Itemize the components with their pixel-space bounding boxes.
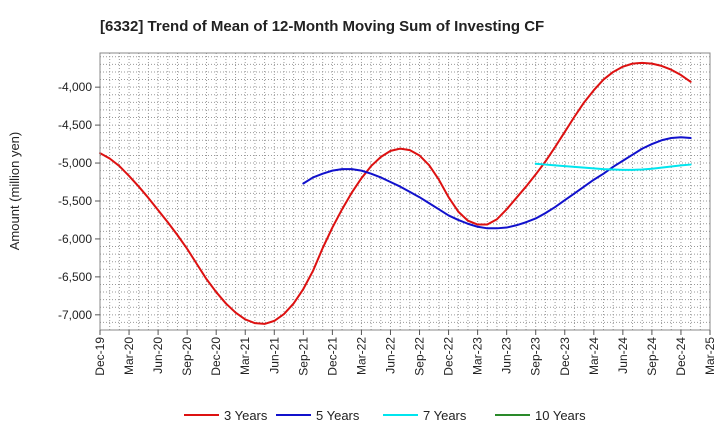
x-tick-label: Dec-19 bbox=[93, 337, 107, 376]
x-tick-label: Jun-21 bbox=[267, 337, 281, 374]
y-tick-label: -5,000 bbox=[58, 156, 92, 170]
chart-title: [6332] Trend of Mean of 12-Month Moving … bbox=[100, 18, 544, 35]
y-axis-ticks: -7,000 -6,500 -6,000 -5,500 -5,000 -4,500 -4,0… bbox=[58, 80, 100, 322]
x-tick-label: Mar-21 bbox=[238, 337, 252, 375]
x-tick-label: Mar-23 bbox=[471, 337, 485, 375]
series-layer bbox=[99, 61, 692, 325]
y-tick-label: -5,500 bbox=[58, 194, 92, 208]
x-tick-label: Dec-22 bbox=[442, 337, 456, 376]
legend-label: 10 Years bbox=[535, 408, 586, 423]
y-tick-label: -4,500 bbox=[58, 118, 92, 132]
x-tick-label: Sep-21 bbox=[296, 337, 310, 376]
series-line-5-years bbox=[302, 136, 692, 230]
x-tick-label: Jun-23 bbox=[500, 337, 514, 374]
legend-label: 5 Years bbox=[316, 408, 360, 423]
y-tick-label: -4,000 bbox=[58, 80, 92, 94]
x-tick-label: Dec-24 bbox=[674, 337, 688, 376]
x-tick-label: Dec-20 bbox=[209, 337, 223, 376]
legend-label: 7 Years bbox=[423, 408, 467, 423]
y-axis-label: Amount (million yen) bbox=[7, 132, 22, 251]
x-axis-ticks: Dec-19 Mar-20 Jun-20 Sep-20 Dec-20 Mar-21 Jun-… bbox=[93, 330, 717, 376]
legend: 3 Years 5 Years 7 Years 10 Years bbox=[184, 408, 586, 423]
x-tick-label: Mar-24 bbox=[587, 337, 601, 375]
grid-layer bbox=[100, 53, 710, 330]
x-tick-label: Dec-21 bbox=[325, 337, 339, 376]
x-tick-label: Sep-23 bbox=[529, 337, 543, 376]
legend-item: 7 Years bbox=[383, 408, 467, 423]
series-line-3-years bbox=[99, 61, 692, 325]
legend-item: 3 Years bbox=[184, 408, 268, 423]
legend-label: 3 Years bbox=[224, 408, 268, 423]
x-tick-label: Sep-22 bbox=[413, 337, 427, 376]
x-tick-label: Sep-20 bbox=[180, 337, 194, 376]
series-line-7-years bbox=[534, 162, 692, 171]
x-tick-label: Sep-24 bbox=[645, 337, 659, 376]
y-tick-label: -7,000 bbox=[58, 308, 92, 322]
x-tick-label: Dec-23 bbox=[558, 337, 572, 376]
x-tick-label: Mar-22 bbox=[354, 337, 368, 375]
y-tick-label: -6,500 bbox=[58, 270, 92, 284]
legend-item: 10 Years bbox=[495, 408, 586, 423]
x-tick-label: Jun-20 bbox=[151, 337, 165, 374]
x-tick-label: Mar-25 bbox=[703, 337, 717, 375]
x-tick-label: Jun-24 bbox=[616, 337, 630, 374]
x-tick-label: Jun-22 bbox=[383, 337, 397, 374]
x-tick-label: Mar-20 bbox=[122, 337, 136, 375]
y-tick-label: -6,000 bbox=[58, 232, 92, 246]
legend-item: 5 Years bbox=[276, 408, 360, 423]
plot-area bbox=[99, 52, 711, 331]
